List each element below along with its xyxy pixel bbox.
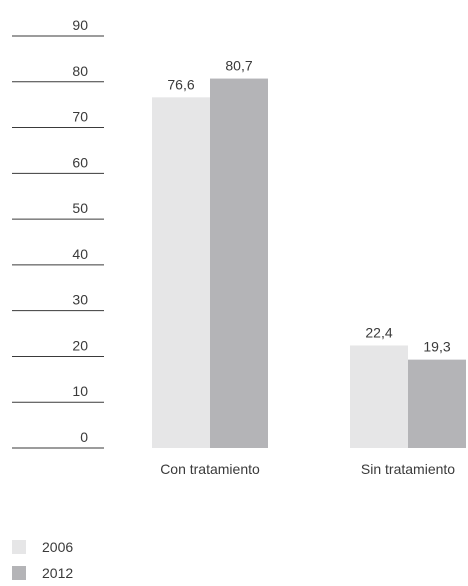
category-label-con-tratamiento: Con tratamiento [160,461,260,477]
category-label-sin-tratamiento: Sin tratamiento [361,461,455,477]
y-tick-label-60: 60 [72,154,88,170]
y-tick-label-70: 70 [72,109,88,125]
bar-value-label-con-tratamiento-2006: 76,6 [167,76,194,92]
bar-chart: 0 10 20 30 40 50 60 70 80 90 76,6 80,7 22,4 19,3 Con… [12,17,466,477]
bars [152,78,466,448]
bar-value-label-sin-tratamiento-2006: 22,4 [365,324,392,340]
y-tick-label-30: 30 [72,292,88,308]
category-labels: Con tratamiento Sin tratamiento [160,461,455,477]
bar-con-tratamiento-2006 [152,97,210,448]
y-axis: 0 10 20 30 40 50 60 70 80 90 [12,17,104,449]
bar-value-label-sin-tratamiento-2012: 19,3 [423,339,450,355]
legend-swatch-2006 [12,540,26,554]
y-tick-label-40: 40 [72,246,88,262]
bar-value-label-con-tratamiento-2012: 80,7 [225,58,252,74]
bar-value-labels: 76,6 80,7 22,4 19,3 [167,58,450,355]
y-tick-label-0: 0 [80,429,88,445]
legend: 2006 2012 [12,534,73,586]
legend-label-2006: 2006 [42,539,74,555]
legend-item-2006: 2006 [12,534,73,560]
bar-sin-tratamiento-2006 [350,345,408,448]
bar-sin-tratamiento-2012 [408,359,466,448]
y-tick-label-20: 20 [72,337,88,353]
legend-label-2012: 2012 [42,565,74,581]
bar-con-tratamiento-2012 [210,78,268,448]
legend-item-2012: 2012 [12,560,73,586]
y-tick-label-10: 10 [72,383,88,399]
y-tick-label-90: 90 [72,17,88,33]
legend-swatch-2012 [12,566,26,580]
y-tick-label-50: 50 [72,200,88,216]
y-tick-label-80: 80 [72,63,88,79]
